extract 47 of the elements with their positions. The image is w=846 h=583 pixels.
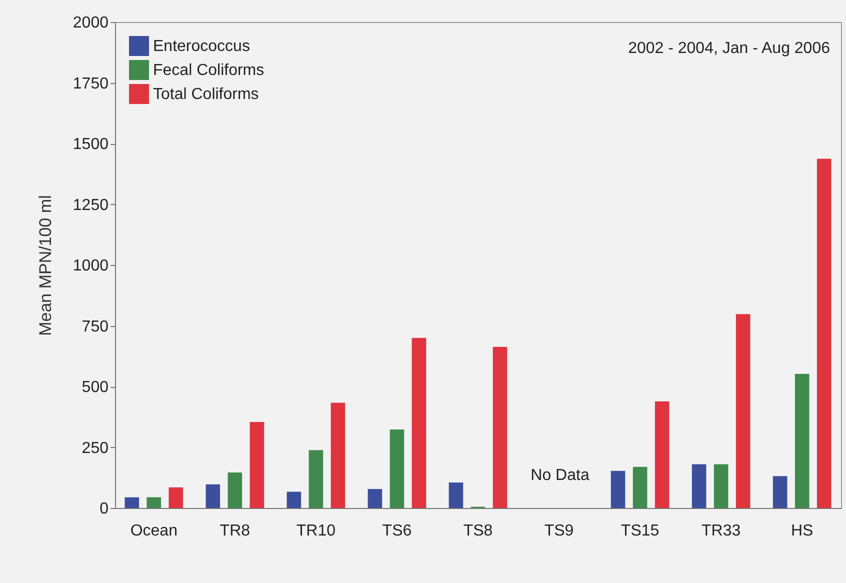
bar	[736, 314, 750, 508]
y-tick-label: 1750	[72, 75, 109, 92]
x-tick-label: TS15	[620, 522, 660, 540]
x-tick-label: TS9	[544, 522, 574, 540]
bar	[168, 487, 184, 508]
bar	[390, 430, 404, 508]
y-axis-title: Mean MPN/100 ml	[36, 195, 55, 336]
bar	[206, 484, 220, 508]
bar	[124, 497, 140, 508]
bar	[794, 374, 810, 508]
bar	[492, 346, 508, 508]
legend-label: Enterococcus	[153, 38, 250, 55]
y-tick-label: 2000	[72, 14, 109, 32]
x-tick-label: TR33	[702, 522, 741, 540]
bar	[448, 482, 464, 508]
bar	[368, 489, 382, 508]
y-tick-label: 0	[100, 500, 109, 518]
y-tick-label: 750	[82, 318, 109, 336]
x-tick-label: HS	[790, 522, 814, 540]
legend-label: Total Coliforms	[153, 86, 259, 103]
bar	[228, 472, 242, 508]
bar	[146, 497, 162, 508]
x-tick-label: TR10	[296, 522, 336, 540]
y-tick-label: 500	[82, 379, 109, 396]
bar	[772, 476, 788, 508]
y-tick-label: 250	[82, 440, 109, 457]
bar	[308, 450, 324, 508]
y-tick-label: 1500	[72, 136, 109, 153]
bar	[714, 464, 728, 508]
bar	[250, 422, 264, 508]
x-tick-label: TS6	[382, 522, 412, 540]
legend-label: Fecal Coliforms	[153, 62, 264, 79]
x-tick-label: Ocean	[130, 522, 178, 540]
y-tick-label: 1000	[72, 258, 109, 274]
bar	[816, 158, 832, 508]
annotation: 2002 - 2004, Jan - Aug 2006	[628, 40, 830, 57]
bar	[412, 338, 426, 508]
bar	[330, 402, 346, 508]
y-tick-label: 1250	[72, 196, 109, 214]
x-tick-label: TS8	[463, 522, 493, 540]
bar	[654, 401, 670, 508]
x-tick-label: TR8	[220, 522, 250, 540]
bar	[286, 492, 302, 508]
bar	[610, 470, 626, 508]
bar	[692, 464, 706, 508]
annotation: No Data	[530, 467, 590, 484]
bar	[632, 466, 648, 508]
